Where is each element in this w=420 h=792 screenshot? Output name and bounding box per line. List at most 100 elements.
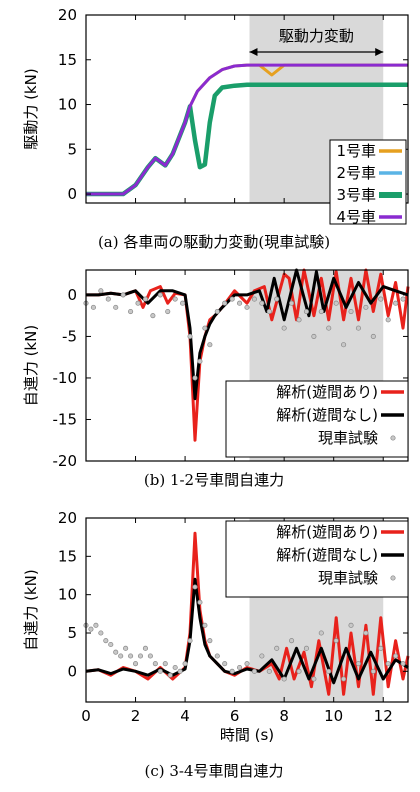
data-point <box>187 638 193 644</box>
data-point <box>142 645 148 651</box>
series-line <box>86 268 409 401</box>
data-point <box>281 325 287 331</box>
data-point <box>363 630 369 636</box>
x-tick-label: 6 <box>230 707 240 725</box>
data-point <box>348 622 354 628</box>
panel-b: 0 -5 -10 -15 -20 自連力 (kN) 解析(遊間あり) 解析(遊間なし) 現車… <box>22 268 410 489</box>
x-axis-label: 時間 (s) <box>220 726 274 744</box>
data-point <box>120 292 126 298</box>
series-line <box>86 63 408 196</box>
x-tick-label: 12 <box>374 707 393 725</box>
legend-label: 解析(遊間あり) <box>276 523 378 541</box>
data-point <box>180 300 186 306</box>
y-tick-label: 0 <box>67 662 77 680</box>
data-point <box>400 296 406 302</box>
data-point <box>90 304 96 310</box>
y-tick-label: 20 <box>58 6 77 24</box>
data-point <box>259 300 265 306</box>
data-point <box>157 292 163 298</box>
data-point <box>214 308 220 315</box>
panel-caption: (c) 3-4号車間自連力 <box>144 762 283 780</box>
data-point <box>172 664 178 671</box>
y-tick-label: -15 <box>53 410 78 428</box>
data-point <box>363 304 369 310</box>
data-point <box>237 664 243 671</box>
legend-label: 解析(遊間なし) <box>276 546 378 564</box>
shaded-region-annotation: 駆動力変動 <box>249 27 384 56</box>
data-point <box>207 342 213 348</box>
y-tick-label: -10 <box>53 369 78 387</box>
legend-label: 3号車 <box>336 186 376 204</box>
data-point <box>165 308 171 315</box>
data-point <box>128 653 134 659</box>
data-point <box>378 296 384 302</box>
data-point <box>311 676 317 682</box>
data-point <box>132 661 139 667</box>
x-tick-label: 0 <box>81 707 91 725</box>
y-tick-label: 15 <box>58 51 77 69</box>
plot-frame <box>85 269 409 462</box>
y-axis-label: 自連力 (kN) <box>22 569 40 650</box>
data-point <box>274 296 280 302</box>
data-point <box>326 325 332 331</box>
series-line <box>85 577 409 685</box>
data-point <box>296 668 302 674</box>
data-point <box>400 661 406 667</box>
y-tick-label: 0 <box>67 286 77 304</box>
panel-c: 0 5 10 15 20 0 2 4 6 8 10 12 自連力 (kN) 時間 (s) 解析(遊間… <box>22 509 410 780</box>
y-tick-label: 15 <box>58 547 77 565</box>
data-point <box>341 676 347 682</box>
data-point <box>244 304 250 310</box>
data-point <box>177 668 183 674</box>
data-point <box>214 653 220 659</box>
data-point <box>229 296 235 302</box>
plot-frame <box>85 517 409 703</box>
legend-marker <box>390 575 396 581</box>
legend-box <box>329 139 407 225</box>
data-point <box>192 375 198 381</box>
data-point <box>251 668 257 674</box>
data-point <box>147 653 153 659</box>
data-point <box>355 661 362 667</box>
data-point <box>370 668 376 674</box>
y-tick-label: 10 <box>58 586 77 604</box>
data-point <box>197 599 203 605</box>
data-point <box>318 630 324 636</box>
data-point <box>237 300 243 306</box>
data-point <box>303 308 309 315</box>
arrow-head-right <box>375 48 384 56</box>
legend-box <box>225 520 409 598</box>
data-point <box>98 288 104 294</box>
data-point <box>113 649 119 655</box>
legend-label: 現車試験 <box>318 429 378 447</box>
data-point <box>152 661 158 667</box>
panel-a: 駆動力変動 0 5 10 15 20 駆動力 (kN) 1号車 2号車 3号車 4号車 (a)… <box>22 6 409 251</box>
data-point <box>348 308 354 315</box>
data-point <box>266 668 272 674</box>
data-point <box>333 300 339 306</box>
x-tick-label: 10 <box>324 707 343 725</box>
data-point <box>118 653 124 659</box>
data-point <box>311 333 317 339</box>
panel-caption: (b) 1-2号車間自連力 <box>144 471 284 489</box>
shaded-region-label: 駆動力変動 <box>279 27 354 45</box>
y-tick-label: -5 <box>62 327 77 345</box>
series-line <box>86 268 410 442</box>
data-point <box>318 308 324 315</box>
data-point <box>157 668 163 674</box>
data-point <box>229 668 235 674</box>
data-point <box>167 672 173 678</box>
data-point <box>103 638 109 644</box>
legend: 1号車 2号車 3号車 4号車 <box>329 139 407 226</box>
data-point <box>150 313 156 319</box>
legend-label: 2号車 <box>336 164 376 182</box>
data-point <box>266 308 272 315</box>
data-point <box>202 325 208 331</box>
panel-caption: (a) 各車両の駆動力変動(現車試験) <box>98 233 330 251</box>
data-point <box>202 622 208 628</box>
data-point <box>113 304 119 310</box>
data-point <box>289 300 295 306</box>
data-point <box>182 661 188 667</box>
data-point <box>222 661 228 667</box>
data-point <box>274 645 280 651</box>
